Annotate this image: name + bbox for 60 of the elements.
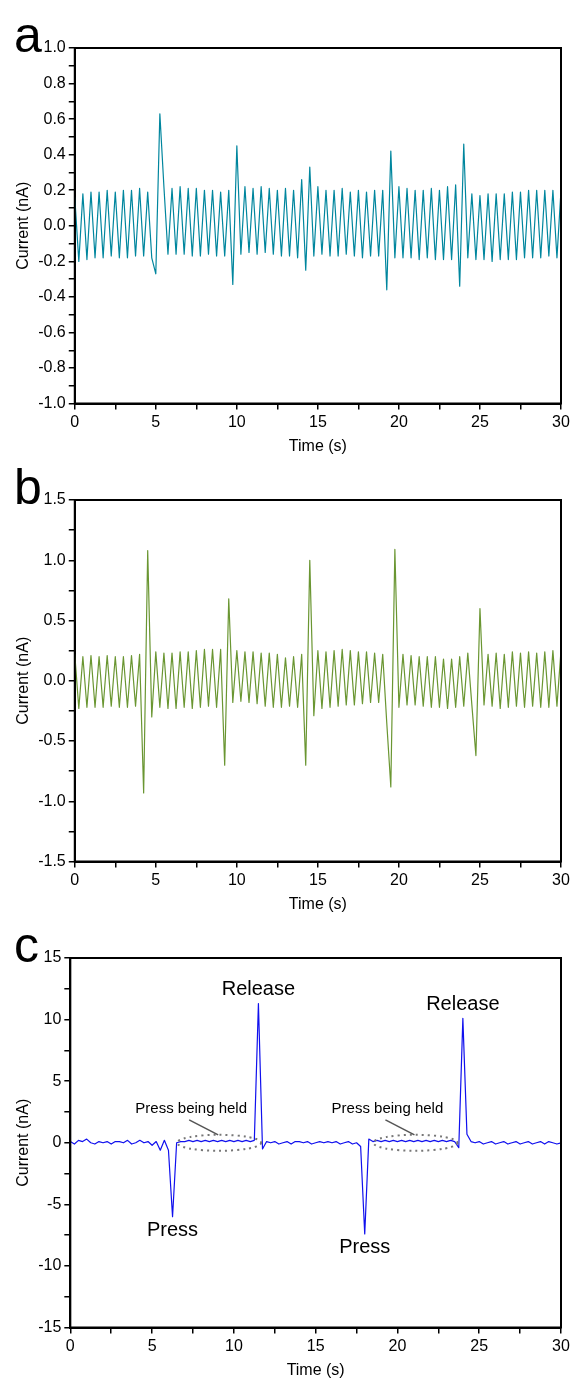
y-tick-label: -0.5 (38, 731, 66, 749)
y-tick-label: 0.0 (43, 216, 66, 234)
y-tick-label: -1.5 (38, 852, 66, 870)
x-tick-label: 10 (224, 1336, 243, 1354)
y-axis-title: Current (nA) (14, 181, 32, 270)
chart-title: a (14, 7, 42, 63)
y-tick-label: 0 (52, 1133, 62, 1151)
x-tick-label: 15 (308, 412, 327, 430)
x-tick-label: 25 (471, 870, 489, 888)
x-tick-label: 10 (227, 412, 246, 430)
x-tick-label: 20 (390, 870, 408, 888)
x-axis-title: Time (s) (288, 894, 347, 912)
x-axis-title: Time (s) (288, 436, 347, 454)
x-tick-label: 20 (388, 1336, 407, 1354)
y-tick-label: -0.4 (38, 287, 66, 305)
y-axis-title: Current (nA) (14, 636, 32, 725)
annotation: Press (339, 1235, 391, 1258)
y-tick-label: 1.5 (43, 490, 66, 508)
x-tick-label: 25 (470, 1336, 489, 1354)
annotation: Release (221, 977, 296, 1000)
chart-title: b (14, 459, 42, 515)
y-tick-label: 10 (43, 1010, 62, 1028)
y-tick-label: 15 (43, 948, 62, 966)
y-tick-label: -5 (47, 1194, 62, 1212)
x-tick-label: 30 (552, 412, 570, 430)
y-tick-label: -0.8 (38, 358, 66, 376)
x-tick-label: 5 (151, 412, 161, 430)
y-tick-label: 0.2 (43, 180, 66, 198)
y-axis-title: Current (nA) (14, 1098, 32, 1187)
x-tick-label: 0 (70, 412, 80, 430)
y-tick-label: -0.2 (38, 251, 66, 269)
annotation: Press being held (135, 1099, 248, 1117)
x-tick-label: 5 (147, 1336, 157, 1354)
annotation: Press being held (331, 1099, 444, 1117)
x-tick-label: 15 (306, 1336, 325, 1354)
y-tick-label: 5 (52, 1071, 62, 1089)
y-tick-label: 0.8 (43, 73, 66, 91)
x-tick-label: 25 (471, 412, 489, 430)
y-tick-label: 0.4 (43, 145, 66, 163)
y-tick-label: 0.0 (43, 671, 66, 689)
x-tick-label: 15 (308, 870, 327, 888)
y-tick-label: 0.6 (43, 109, 66, 127)
x-tick-label: 10 (227, 870, 246, 888)
y-tick-label: -10 (38, 1256, 62, 1274)
annotation: Press (146, 1218, 199, 1241)
x-tick-label: 5 (151, 870, 161, 888)
x-tick-label: 20 (390, 412, 408, 430)
y-tick-label: 1.0 (43, 38, 66, 56)
y-tick-label: 0.5 (43, 610, 66, 628)
annotation: Release (426, 991, 500, 1014)
y-tick-label: -1.0 (38, 791, 66, 809)
x-axis-title: Time (s) (286, 1360, 345, 1378)
y-tick-label: 1.0 (43, 550, 66, 568)
y-tick-label: -15 (38, 1318, 62, 1336)
x-tick-label: 30 (552, 1336, 570, 1354)
y-tick-label: -0.6 (38, 322, 66, 340)
chart-title: c (14, 917, 39, 973)
x-tick-label: 30 (552, 870, 570, 888)
y-tick-label: -1.0 (38, 394, 66, 412)
x-tick-label: 0 (70, 870, 80, 888)
